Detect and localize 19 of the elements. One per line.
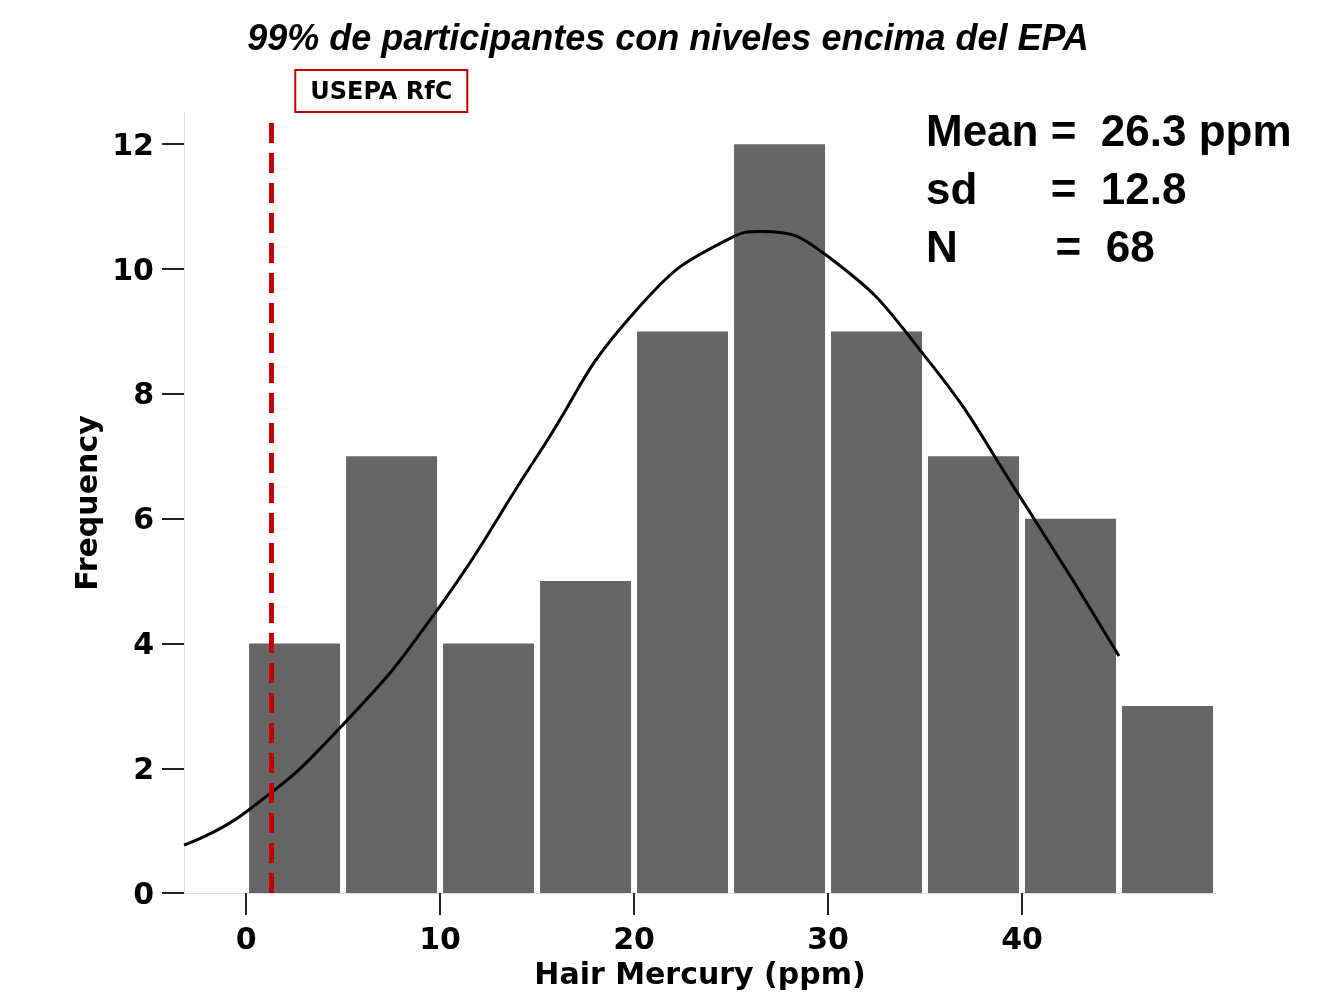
y-tick-label: 10 xyxy=(112,251,154,287)
x-tick-label: 20 xyxy=(613,920,655,956)
x-tick-label: 0 xyxy=(235,920,257,956)
y-axis-title: Frequency xyxy=(68,414,104,591)
x-tick-label: 40 xyxy=(1001,920,1043,956)
x-tick-label: 30 xyxy=(807,920,849,956)
annotation: Mean = 26.3 ppm xyxy=(926,105,1292,155)
annotation: N = 68 xyxy=(926,221,1155,271)
y-tick-label: 2 xyxy=(133,750,154,786)
y-tick-label: 8 xyxy=(133,376,154,412)
chart-title: 99% de participantes con niveles encima del EPA xyxy=(247,16,1089,58)
y-tick-label: 6 xyxy=(133,501,154,537)
y-tick-label: 12 xyxy=(112,126,154,162)
y-tick-label: 0 xyxy=(133,875,154,911)
x-tick-label: 10 xyxy=(419,920,461,956)
ref-line-label: USEPA RfC xyxy=(310,77,453,105)
y-tick-label: 4 xyxy=(133,625,154,661)
x-axis-title: Hair Mercury (ppm) xyxy=(534,955,866,991)
annotation: sd = 12.8 xyxy=(926,163,1187,213)
